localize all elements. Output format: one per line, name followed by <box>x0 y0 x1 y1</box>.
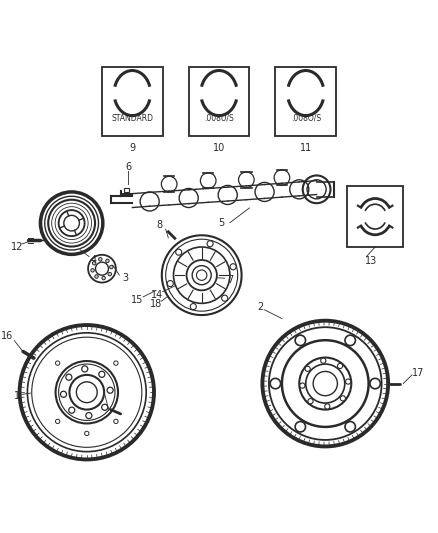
Circle shape <box>69 407 75 413</box>
Circle shape <box>110 265 113 269</box>
Text: 5: 5 <box>218 218 224 228</box>
Text: 1: 1 <box>14 391 20 401</box>
Text: .008U/S: .008U/S <box>204 114 234 123</box>
Circle shape <box>102 404 108 410</box>
Circle shape <box>325 404 330 409</box>
Circle shape <box>60 391 67 397</box>
Text: 6: 6 <box>125 162 131 172</box>
Circle shape <box>56 361 60 365</box>
Text: 16: 16 <box>0 332 13 341</box>
Circle shape <box>337 364 343 368</box>
Bar <box>276 67 336 136</box>
Circle shape <box>92 262 96 265</box>
Circle shape <box>99 372 105 377</box>
Text: 3: 3 <box>123 273 129 283</box>
Circle shape <box>346 379 351 384</box>
Text: 2: 2 <box>258 302 264 312</box>
Circle shape <box>295 335 306 345</box>
Bar <box>102 67 162 136</box>
Text: 7: 7 <box>227 276 233 285</box>
Circle shape <box>102 276 106 280</box>
Text: STANDARD: STANDARD <box>111 114 153 123</box>
Circle shape <box>190 304 196 310</box>
Circle shape <box>295 422 306 432</box>
Circle shape <box>107 387 113 393</box>
Circle shape <box>345 422 355 432</box>
Circle shape <box>230 264 236 270</box>
Circle shape <box>99 257 102 261</box>
Text: 15: 15 <box>131 295 143 305</box>
Circle shape <box>86 413 92 418</box>
Circle shape <box>340 395 346 401</box>
Text: 13: 13 <box>365 256 377 266</box>
Circle shape <box>345 335 355 345</box>
Circle shape <box>176 249 182 255</box>
Text: .008O/S: .008O/S <box>291 114 321 123</box>
Circle shape <box>91 269 94 272</box>
Text: 14: 14 <box>152 289 164 300</box>
Circle shape <box>222 295 228 301</box>
Circle shape <box>305 366 310 372</box>
Bar <box>124 189 129 192</box>
Circle shape <box>114 419 118 424</box>
Circle shape <box>56 419 60 424</box>
Bar <box>189 67 249 136</box>
Circle shape <box>321 358 326 364</box>
Text: 18: 18 <box>150 299 162 309</box>
Circle shape <box>106 259 109 263</box>
Text: 12: 12 <box>11 241 24 252</box>
Text: 8: 8 <box>156 220 162 230</box>
Circle shape <box>300 383 305 388</box>
Circle shape <box>270 378 281 389</box>
Circle shape <box>370 378 380 389</box>
Circle shape <box>66 374 72 380</box>
Circle shape <box>207 241 213 247</box>
Circle shape <box>82 366 88 372</box>
Text: 17: 17 <box>412 368 425 378</box>
Text: 11: 11 <box>300 143 312 154</box>
Text: 9: 9 <box>129 143 135 154</box>
Circle shape <box>85 431 89 435</box>
Bar <box>347 187 403 247</box>
Text: 10: 10 <box>213 143 225 154</box>
Circle shape <box>108 272 112 276</box>
Circle shape <box>95 274 98 278</box>
Circle shape <box>114 361 118 365</box>
Circle shape <box>308 399 313 404</box>
Circle shape <box>167 280 173 287</box>
Text: 4: 4 <box>90 255 96 265</box>
